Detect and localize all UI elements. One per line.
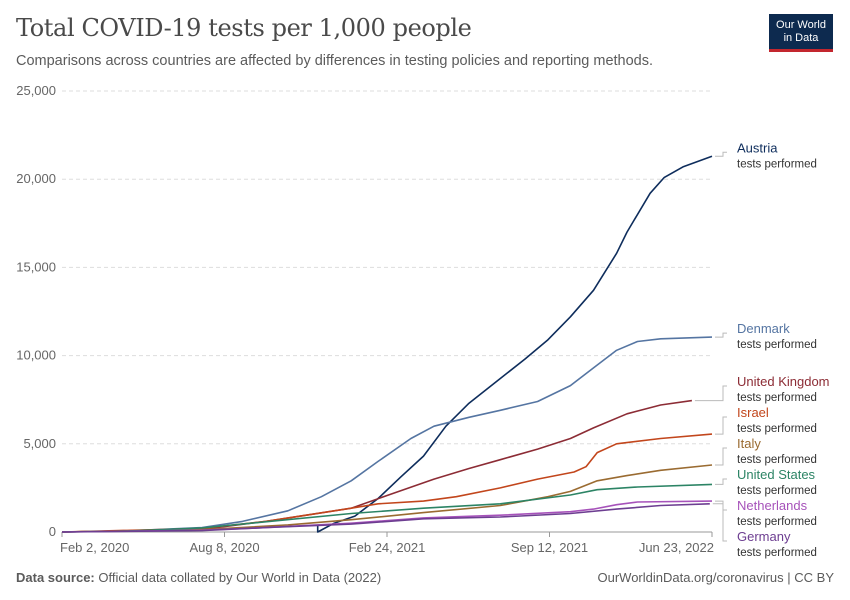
series-sublabel-denmark: tests performed [737,339,817,351]
series-line-denmark [61,336,713,533]
label-connector-germany [712,503,727,542]
x-tick-label: Jun 23, 2022 [639,540,714,555]
data-source-text: Official data collated by Our World in D… [98,570,382,585]
series-sublabel-germany: tests performed [737,547,817,559]
y-tick-label: 25,000 [16,83,56,98]
series-sublabel-united-kingdom: tests performed [737,392,817,404]
label-connector-austria [715,151,727,157]
series-line-israel [61,433,713,533]
data-source: Data source: Official data collated by O… [16,570,381,585]
label-connector-denmark [715,332,727,338]
series-sublabel-united-states: tests performed [737,485,817,497]
chart-title: Total COVID-19 tests per 1,000 people [16,14,472,42]
series-label-italy: Italy [737,436,761,451]
owid-logo[interactable]: Our World in Data [769,14,833,52]
series-sublabel-italy: tests performed [737,454,817,466]
y-tick-label: 0 [49,524,56,539]
series-line-germany [61,503,710,533]
x-tick-label: Aug 8, 2020 [189,540,259,555]
y-tick-label: 5,000 [23,436,56,451]
label-connector-united-kingdom [694,385,727,402]
x-tick-label: Sep 12, 2021 [511,540,588,555]
logo-line-2: in Data [783,32,819,44]
series-line-united-states [61,483,713,533]
chart-subtitle: Comparisons across countries are affecte… [16,53,654,69]
x-tick-label: Feb 24, 2021 [349,540,426,555]
series-label-denmark: Denmark [737,321,790,336]
label-connector-united-states [715,478,727,485]
series-label-united-states: United States [737,467,816,482]
label-connector-netherlands [715,500,727,511]
series-sublabel-netherlands: tests performed [737,516,817,528]
series-label-united-kingdom: United Kingdom [737,374,830,389]
series-line-austria [316,155,713,533]
license-link[interactable]: OurWorldinData.org/coronavirus | CC BY [597,570,834,585]
logo-line-1: Our World [776,19,826,31]
x-tick-label: Feb 2, 2020 [60,540,129,555]
label-connector-italy [715,447,727,466]
series-sublabel-israel: tests performed [737,423,817,435]
series-label-germany: Germany [737,529,791,544]
series-sublabel-austria: tests performed [737,158,817,170]
series-label-netherlands: Netherlands [737,498,808,513]
y-tick-label: 20,000 [16,171,56,186]
y-tick-label: 15,000 [16,259,56,274]
y-tick-label: 10,000 [16,348,56,363]
series-label-israel: Israel [737,405,769,420]
data-source-label: Data source: [16,570,95,585]
series-label-austria: Austria [737,140,778,155]
label-connector-israel [715,416,727,435]
